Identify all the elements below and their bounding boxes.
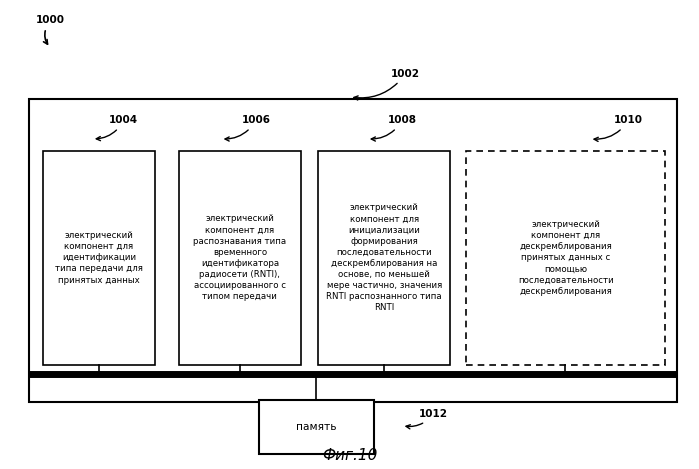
Bar (179, 151, 301, 365)
Bar (29, 99, 677, 402)
Bar (466, 151, 665, 365)
Text: 1006: 1006 (225, 115, 271, 141)
Text: 1012: 1012 (406, 409, 448, 429)
Bar (259, 400, 374, 454)
Text: 1004: 1004 (96, 115, 138, 141)
Text: 1000: 1000 (36, 15, 65, 44)
Text: электрический
компонент для
идентификации
типа передачи для
принятых данных: электрический компонент для идентификаци… (55, 231, 143, 285)
Text: 1002: 1002 (354, 68, 420, 100)
Text: память: память (296, 422, 337, 432)
Text: электрический
компонент для
дескремблирования
принятых данных с
помощью
последов: электрический компонент для дескремблиро… (518, 220, 614, 295)
Text: Фиг.10: Фиг.10 (322, 448, 377, 463)
Text: 1008: 1008 (371, 115, 417, 141)
Bar (43, 151, 154, 365)
Text: электрический
компонент для
инициализации
формирования
последовательности
дескре: электрический компонент для инициализаци… (326, 204, 442, 312)
Text: электрический
компонент для
распознавания типа
временного
идентификатора
радиосе: электрический компонент для распознавани… (194, 214, 287, 301)
Bar (318, 151, 450, 365)
Text: 1010: 1010 (594, 115, 643, 142)
